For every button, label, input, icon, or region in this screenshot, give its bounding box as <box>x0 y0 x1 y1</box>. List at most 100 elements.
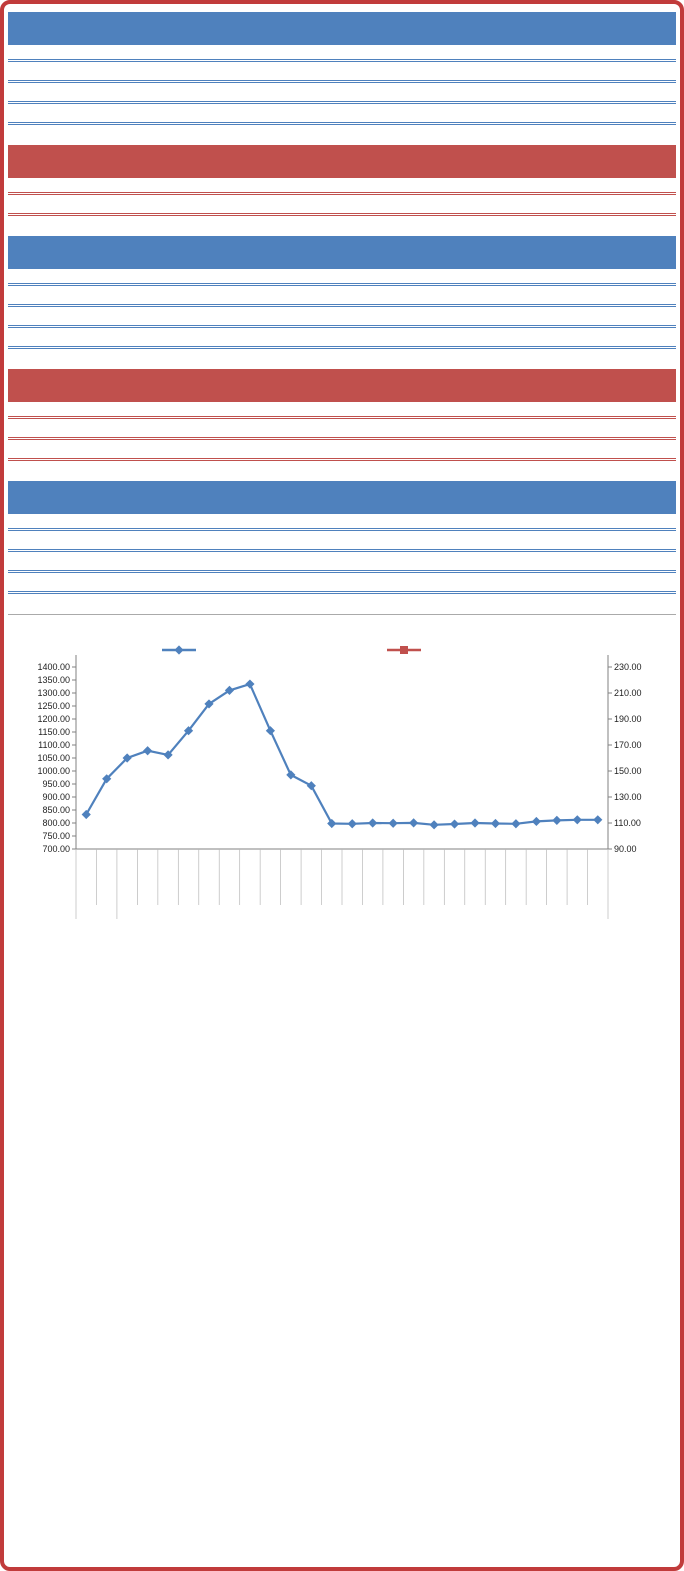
table-cell <box>142 551 276 572</box>
left-axis-tick: 1050.00 <box>37 753 70 763</box>
price-tables-section <box>8 12 676 594</box>
column-header <box>409 514 543 530</box>
table-cell <box>409 572 543 593</box>
column-header <box>294 269 389 285</box>
column-header <box>199 269 294 285</box>
table-cell <box>8 194 142 215</box>
left-axis-tick: 1150.00 <box>38 727 70 737</box>
table-cell <box>275 572 409 593</box>
table-row <box>8 418 676 439</box>
table-cell <box>485 306 580 327</box>
table-cell <box>142 530 276 551</box>
table-header-row <box>8 269 676 285</box>
table-row <box>8 551 676 572</box>
right-axis-tick: 130.00 <box>614 792 642 802</box>
table-cell <box>485 285 580 306</box>
column-header <box>409 178 543 194</box>
table-cell <box>453 418 564 439</box>
table-header-row <box>8 45 676 61</box>
table-cell <box>581 103 676 124</box>
column-header <box>453 402 564 418</box>
table-cell <box>103 82 198 103</box>
table-cell <box>199 306 294 327</box>
table-cell <box>199 82 294 103</box>
column-header <box>103 45 198 61</box>
right-axis-tick: 190.00 <box>614 714 642 724</box>
column-header <box>275 514 409 530</box>
data-table <box>8 178 676 216</box>
table-header-row <box>8 178 676 194</box>
table-row <box>8 327 676 348</box>
table-cell <box>542 551 676 572</box>
column-header <box>581 45 676 61</box>
left-axis-tick: 1350.00 <box>37 675 70 685</box>
column-header <box>542 178 676 194</box>
table-cell <box>8 82 103 103</box>
column-header <box>142 178 276 194</box>
table-cell <box>390 103 485 124</box>
table-cell <box>581 285 676 306</box>
table-header-row <box>8 514 676 530</box>
table-row <box>8 194 676 215</box>
left-axis-tick: 1200.00 <box>37 714 70 724</box>
table-cell <box>390 285 485 306</box>
left-axis-tick: 750.00 <box>42 831 70 841</box>
table-cell <box>231 439 342 460</box>
column-header <box>294 45 389 61</box>
column-header <box>342 402 453 418</box>
left-axis-tick: 1000.00 <box>37 766 70 776</box>
column-header <box>8 178 142 194</box>
right-axis-tick: 150.00 <box>614 766 642 776</box>
table-cell <box>8 418 119 439</box>
table-cell <box>142 572 276 593</box>
table-cell <box>199 61 294 82</box>
table-row <box>8 530 676 551</box>
column-header <box>565 402 676 418</box>
table-cell <box>8 439 119 460</box>
column-header <box>142 514 276 530</box>
table-cell <box>390 82 485 103</box>
left-axis-tick: 850.00 <box>42 805 70 815</box>
data-table <box>8 269 676 349</box>
column-header <box>8 45 103 61</box>
table-cell <box>294 103 389 124</box>
table-cell <box>119 418 230 439</box>
left-axis-tick: 1300.00 <box>37 688 70 698</box>
column-header <box>199 45 294 61</box>
table-title-bar <box>8 481 676 514</box>
table-cell <box>453 439 564 460</box>
left-axis-tick: 950.00 <box>42 779 70 789</box>
table-cell <box>8 61 103 82</box>
table-cell <box>581 82 676 103</box>
table-header-row <box>8 402 676 418</box>
table-cell <box>390 306 485 327</box>
series-line-diamond <box>85 682 598 826</box>
table-cell <box>565 439 676 460</box>
column-header <box>390 45 485 61</box>
table-cell <box>275 194 409 215</box>
table-cell <box>8 285 103 306</box>
left-axis-tick: 1400.00 <box>37 662 70 672</box>
table-cell <box>409 530 543 551</box>
column-header <box>8 402 119 418</box>
table-cell <box>581 61 676 82</box>
table-row <box>8 439 676 460</box>
table-cell <box>199 327 294 348</box>
table-title-bar <box>8 369 676 402</box>
right-axis-tick: 210.00 <box>614 688 642 698</box>
table-cell <box>342 418 453 439</box>
table-cell <box>294 285 389 306</box>
table-cell <box>485 82 580 103</box>
table-cell <box>8 327 103 348</box>
table-cell <box>390 327 485 348</box>
price-table-import-spot-deal <box>8 236 676 349</box>
table-row <box>8 306 676 327</box>
table-cell <box>542 572 676 593</box>
table-cell <box>103 61 198 82</box>
table-cell <box>390 61 485 82</box>
right-axis-tick: 90.00 <box>614 844 637 854</box>
table-cell <box>542 194 676 215</box>
price-table-lump-premium <box>8 145 676 216</box>
price-table-import-forward-cif <box>8 12 676 125</box>
